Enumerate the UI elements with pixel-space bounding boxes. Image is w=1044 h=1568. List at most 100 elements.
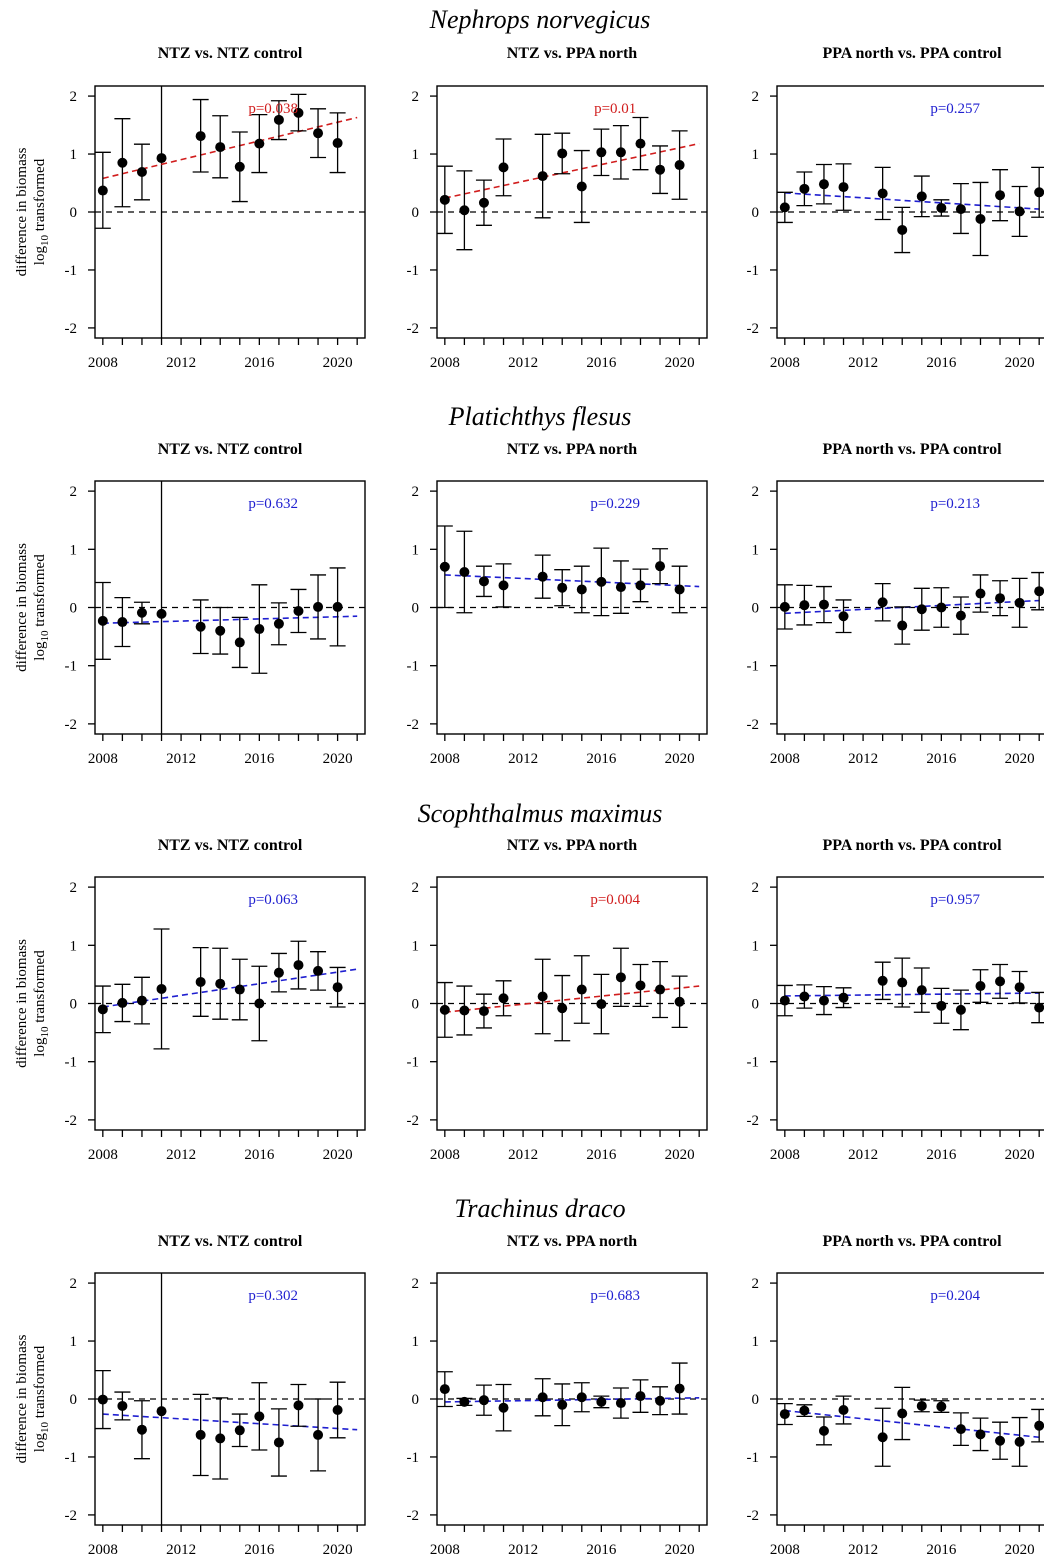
plot-area [437, 525, 707, 617]
data-point [293, 960, 304, 971]
y-tick-label: 1 [412, 938, 420, 954]
data-point [576, 984, 587, 995]
x-tick-label: 2008 [430, 1147, 460, 1163]
panel-title: NTZ vs. NTZ control [158, 441, 303, 458]
data-point [818, 995, 829, 1006]
x-tick-label: 2008 [770, 355, 800, 371]
data-point [478, 1395, 489, 1406]
data-point [877, 1432, 888, 1443]
data-point [195, 1429, 206, 1440]
data-point [995, 1435, 1006, 1446]
data-point [975, 588, 986, 599]
x-tick-label: 2008 [770, 1542, 800, 1558]
x-tick-label: 2016 [586, 1147, 617, 1163]
data-point [459, 205, 470, 216]
data-point [557, 1399, 568, 1410]
y-tick-label: 0 [412, 997, 420, 1013]
data-point [897, 224, 908, 235]
data-point [1034, 586, 1044, 597]
panel-title: NTZ vs. NTZ control [158, 837, 303, 854]
data-point [313, 128, 324, 139]
x-tick-label: 2016 [586, 751, 617, 767]
data-point [215, 625, 226, 636]
x-tick-label: 2020 [323, 355, 353, 371]
data-point [615, 582, 626, 593]
pvalue-label: p=0.038 [248, 101, 298, 117]
panel-title: NTZ vs. NTZ control [158, 1233, 303, 1250]
y-tick-label: 2 [70, 1276, 78, 1292]
panel: NTZ vs. PPA north p=0.01 -2 -1 0 1 2 2008 2012 20… [407, 45, 708, 371]
data-point [117, 617, 128, 628]
data-point [195, 976, 206, 987]
x-tick-label: 2020 [665, 751, 695, 767]
data-point [596, 999, 607, 1010]
data-point [1034, 1420, 1044, 1431]
x-tick-label: 2020 [323, 1542, 353, 1558]
x-tick-label: 2020 [1005, 1147, 1035, 1163]
y-tick-label: 1 [412, 542, 420, 558]
data-point [293, 107, 304, 118]
data-point [674, 584, 685, 595]
data-point [136, 167, 147, 178]
data-point [234, 984, 245, 995]
x-tick-label: 2020 [665, 355, 695, 371]
panel-title: NTZ vs. NTZ control [158, 45, 303, 62]
data-point [818, 1425, 829, 1436]
y-tick-label: 2 [752, 484, 760, 500]
data-point [136, 995, 147, 1006]
data-point [1014, 597, 1025, 608]
data-point [439, 1004, 450, 1015]
y-tick-label: -2 [747, 717, 760, 733]
data-point [557, 1003, 568, 1014]
pvalue-label: p=0.683 [590, 1288, 640, 1304]
data-point [439, 1384, 450, 1395]
y-tick-label: 2 [412, 484, 420, 500]
data-point [975, 1429, 986, 1440]
data-point [498, 1402, 509, 1413]
x-tick-label: 2016 [244, 355, 275, 371]
data-point [254, 998, 265, 1009]
y-tick-label: 1 [70, 938, 78, 954]
y-tick-label: 2 [752, 880, 760, 896]
x-tick-label: 2008 [770, 751, 800, 767]
data-point [955, 610, 966, 621]
data-point [655, 561, 666, 572]
plot-area [95, 928, 365, 1050]
data-point [156, 153, 167, 164]
pvalue-label: p=0.229 [590, 496, 640, 512]
y-tick-label: -2 [407, 1508, 420, 1524]
data-point [779, 1409, 790, 1420]
y-tick-label: 2 [70, 880, 78, 896]
y-tick-label: -2 [407, 321, 420, 337]
data-point [955, 1424, 966, 1435]
panel: PPA north vs. PPA control p=0.213 -2 -1 0 1 2 2… [747, 441, 1044, 767]
x-tick-label: 2020 [1005, 751, 1035, 767]
panel-title: NTZ vs. PPA north [507, 45, 637, 62]
data-point [215, 142, 226, 153]
panel: PPA north vs. PPA control p=0.257 -2 -1 0 1 2 2… [747, 45, 1044, 371]
panel-title: PPA north vs. PPA control [822, 1233, 1002, 1250]
y-axis-title: log10 transformed [32, 158, 51, 265]
data-point [916, 985, 927, 996]
data-point [975, 213, 986, 224]
data-point [838, 182, 849, 193]
y-tick-label: 0 [752, 1392, 760, 1408]
y-tick-label: 1 [752, 542, 760, 558]
data-point [916, 191, 927, 202]
pvalue-label: p=0.213 [930, 496, 980, 512]
panel: Scophthalmus maximus NTZ vs. NTZ control p… [14, 799, 662, 1163]
panel: PPA north vs. PPA control p=0.957 -2 -1 0 1 2 2… [747, 837, 1044, 1163]
data-point [936, 602, 947, 613]
data-point [818, 179, 829, 190]
data-point [156, 608, 167, 619]
x-tick-label: 2012 [848, 1147, 878, 1163]
data-point [576, 584, 587, 595]
y-tick-label: -1 [407, 1055, 420, 1071]
x-tick-label: 2008 [430, 751, 460, 767]
data-point [897, 977, 908, 988]
x-tick-label: 2016 [926, 1542, 957, 1558]
data-point [1014, 1436, 1025, 1447]
y-tick-label: -1 [407, 1450, 420, 1466]
x-tick-label: 2016 [586, 1542, 617, 1558]
panel: Platichthys flesus NTZ vs. NTZ control p=0… [14, 402, 631, 767]
